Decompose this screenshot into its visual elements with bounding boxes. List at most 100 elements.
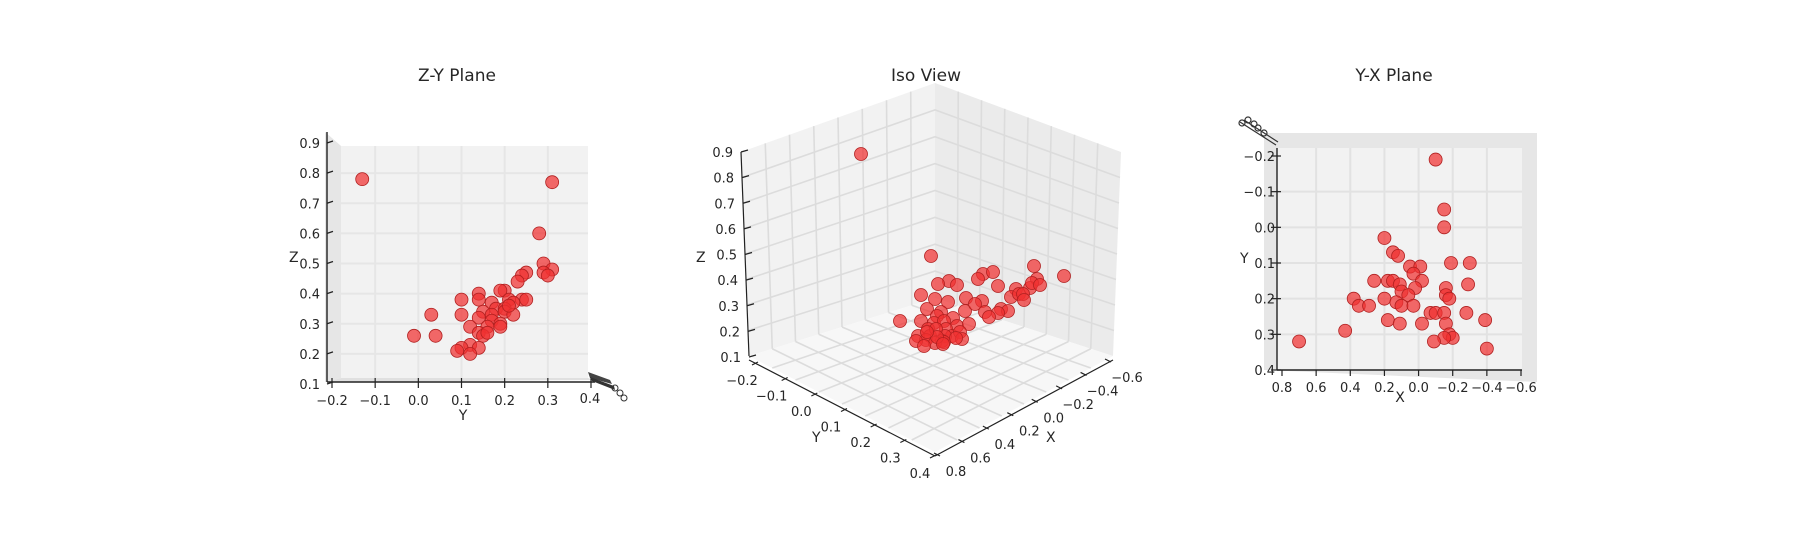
yx-point [1427,334,1441,349]
zy-point [454,307,469,322]
iso-y-tick-mark [840,407,848,413]
iso-z-tick-label: 0.6 [715,223,736,238]
yx-point [1437,220,1452,235]
iso-point [958,304,972,318]
yx-depth-tick-cluster [1238,116,1279,146]
zy-plane-title: Z-Y Plane [418,66,496,86]
iso-hgrid [742,135,1120,204]
iso-y-tick-mark [900,438,907,444]
zy-points [355,172,560,361]
iso-z-tick-label: 0.4 [717,274,738,289]
iso-y-tick-mark [811,392,818,397]
iso-z-tick-mark [742,200,751,204]
yx-x-tick-label: −0.2 [1437,381,1469,396]
zy-point [471,310,486,325]
iso-y-tick-label: 0.4 [910,467,931,482]
zy-z-tick-label: 0.8 [299,167,320,182]
iso-ylabel: Y [811,430,821,446]
yx-point [1437,202,1452,217]
zy-xlabel: Y [458,408,468,424]
zy-z-tick-mark [326,230,334,234]
iso-point [931,277,945,291]
iso-x-tick-label: 0.6 [970,452,991,467]
yx-point [1377,291,1392,306]
iso-z-tick-label: 0.3 [718,300,739,315]
iso-z-tick-label: 0.5 [716,249,737,264]
iso-point [1057,269,1071,283]
iso-floor-grid-b [864,319,1047,393]
yx-point [1367,273,1382,288]
zy-plane-panel: Z-Y Plane −0.2 −0.1 0.0 0.1 0.2 0.3 0.1 0.2 0.3 0… [289,66,628,424]
zy-z-tick-mark [326,381,334,385]
iso-point [1033,278,1047,292]
yx-y-tick-label: 0.0 [1254,221,1275,236]
iso-z-tick-label: 0.1 [720,351,741,366]
zy-point [493,319,508,334]
yx-point [1380,313,1395,327]
zy-x-tick-label: −0.1 [359,394,391,409]
iso-floor-grid-a [864,333,1047,417]
iso-z-tick-label: 0.7 [714,197,735,212]
zy-z-tick-label: 0.3 [299,318,320,333]
iso-z-tick-mark [748,354,757,358]
yx-x-tick-label: 0.8 [1272,381,1293,396]
iso-point [924,249,938,263]
zy-z-tick-mark [326,321,334,325]
yx-xlabel: X [1395,390,1405,406]
iso-x-tick-label: −0.2 [1062,398,1094,413]
iso-point [928,292,942,306]
yx-point [1478,313,1493,327]
iso-point [917,339,931,353]
iso-hgrid [745,216,1117,281]
iso-view-title: Iso View [891,66,961,86]
yx-point [1479,341,1494,356]
iso-point [920,302,934,316]
zy-point [545,175,560,190]
iso-x-tick-label: 0.4 [995,438,1016,453]
iso-point [962,317,976,331]
yx-y-tick-label: −0.2 [1243,150,1275,165]
yx-plane-panel: Y-X Plane 0.8 0.6 0.4 0.2 0.0 −0.2 −0.4 −0.6−0.… [1238,66,1537,406]
zy-z-tick-mark [326,200,334,204]
yx-point [1391,248,1405,263]
zy-x-tick-label: −0.2 [316,394,348,409]
iso-y-tick-label: 0.2 [850,436,871,451]
yx-x-tick-label: −0.4 [1471,381,1503,396]
iso-x-tick-label: 0.8 [946,465,967,480]
yx-y-tick-label: 0.4 [1254,364,1275,379]
iso-z-tick-mark [740,149,749,153]
iso-left-vgrid [837,117,843,328]
yx-x-tick-label: 0.4 [1340,381,1361,396]
zy-z-tick-label: 0.2 [299,348,320,363]
iso-x-tick-mark [1055,385,1063,390]
iso-x-tick-mark [1104,358,1112,363]
iso-point [893,314,907,328]
iso-x-axis-line [934,359,1114,457]
iso-y-tick-label: −0.2 [726,374,758,389]
yx-x-tick-label: 0.2 [1374,381,1395,396]
iso-z-tick-mark [745,277,754,281]
yx-x-tick-label: −0.6 [1505,381,1537,396]
iso-x-tick-mark [1007,412,1014,417]
iso-zlabel: Z [696,250,706,266]
iso-point [914,288,928,302]
zy-point [502,298,516,313]
iso-hgrid [747,270,1115,332]
iso-x-tick-mark [958,439,965,444]
iso-x-tick-mark [1080,371,1087,376]
yx-point [1292,334,1306,349]
iso-gridlines [741,91,1121,441]
iso-point [920,325,934,339]
iso-point [941,295,955,309]
iso-z-tick-label: 0.9 [712,146,733,161]
iso-xlabel: X [1046,430,1056,446]
yx-plane-title: Y-X Plane [1354,66,1432,86]
yx-point [1444,256,1458,270]
iso-point [982,310,996,324]
iso-x-tick-label: −0.4 [1087,384,1119,399]
iso-point [991,279,1005,293]
zy-depth-tick-cluster [588,372,628,402]
iso-point [854,147,868,161]
yx-point [1392,316,1407,331]
iso-point [968,297,982,311]
